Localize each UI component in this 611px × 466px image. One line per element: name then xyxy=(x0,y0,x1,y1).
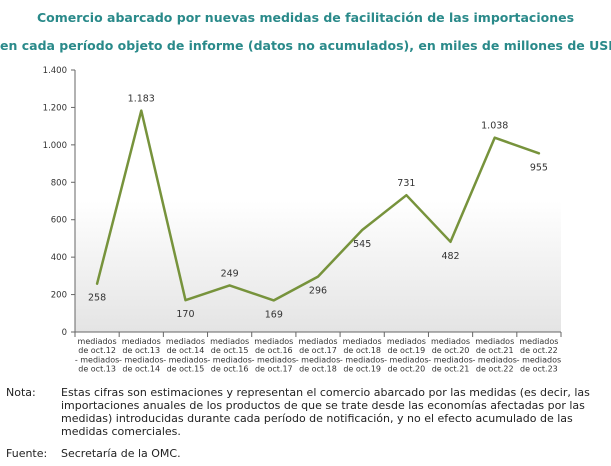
y-tick-label: 1.400 xyxy=(43,66,67,76)
y-tick-label: 1.200 xyxy=(43,103,67,113)
data-label: 249 xyxy=(221,268,239,279)
x-tick-label: mediados de oct.18- mediados de oct.19 xyxy=(340,337,385,374)
plot-area xyxy=(75,70,561,332)
series-line xyxy=(95,109,541,302)
data-label: 169 xyxy=(265,309,283,320)
data-label: 731 xyxy=(397,178,415,189)
x-tick-label: mediados de oct.19- mediados de oct.20 xyxy=(384,337,429,374)
y-tick-label: 1.000 xyxy=(43,141,67,151)
y-tick-label: 200 xyxy=(51,291,67,301)
x-tick-label: mediados de oct.17- mediados de oct.18 xyxy=(296,337,341,374)
x-tick-label: mediados de oct.13- mediados de oct.14 xyxy=(119,337,164,374)
y-tick-label: 800 xyxy=(51,178,67,188)
line-chart: 0 200 400 600 800 1.000 1.200 1.400 mediados de … xyxy=(43,66,562,374)
y-tick-label: 400 xyxy=(51,253,67,263)
x-tick-label: mediados de oct.22- mediados de oct.23 xyxy=(517,337,562,374)
data-label: 955 xyxy=(530,162,548,173)
x-tick-label: mediados de oct.14- mediados de oct.15 xyxy=(163,337,208,374)
x-tick-label: mediados de oct.15- mediados de oct.16 xyxy=(207,337,252,374)
source-label: Fuente: xyxy=(6,447,48,460)
x-tick-label: mediados de oct.21- mediados de oct.22 xyxy=(472,337,517,374)
data-label: 1.038 xyxy=(481,121,508,132)
data-label: 1.183 xyxy=(128,94,155,105)
data-label: 545 xyxy=(353,239,371,250)
note-label: Nota: xyxy=(6,386,36,399)
x-tick-label: mediados de oct.20- mediados de oct.21 xyxy=(428,337,473,374)
x-tick-label: mediados de oct.16- mediados de oct.17 xyxy=(252,337,297,374)
source-text: Secretaría de la OMC. xyxy=(61,447,181,460)
chart-title-line-2: en cada período objeto de informe (datos… xyxy=(0,38,611,53)
x-tick-label: mediados de oct.12- mediados de oct.13 xyxy=(75,337,120,374)
data-label: 170 xyxy=(176,309,194,320)
chart-title-line-1: Comercio abarcado por nuevas medidas de … xyxy=(36,10,575,25)
data-label: 258 xyxy=(88,293,106,304)
data-label: 296 xyxy=(309,286,327,297)
data-label: 482 xyxy=(441,251,459,262)
y-tick-label: 600 xyxy=(51,216,67,226)
note-text: Estas cifras son estimaciones y represen… xyxy=(61,386,590,438)
y-tick-label: 0 xyxy=(62,328,67,338)
